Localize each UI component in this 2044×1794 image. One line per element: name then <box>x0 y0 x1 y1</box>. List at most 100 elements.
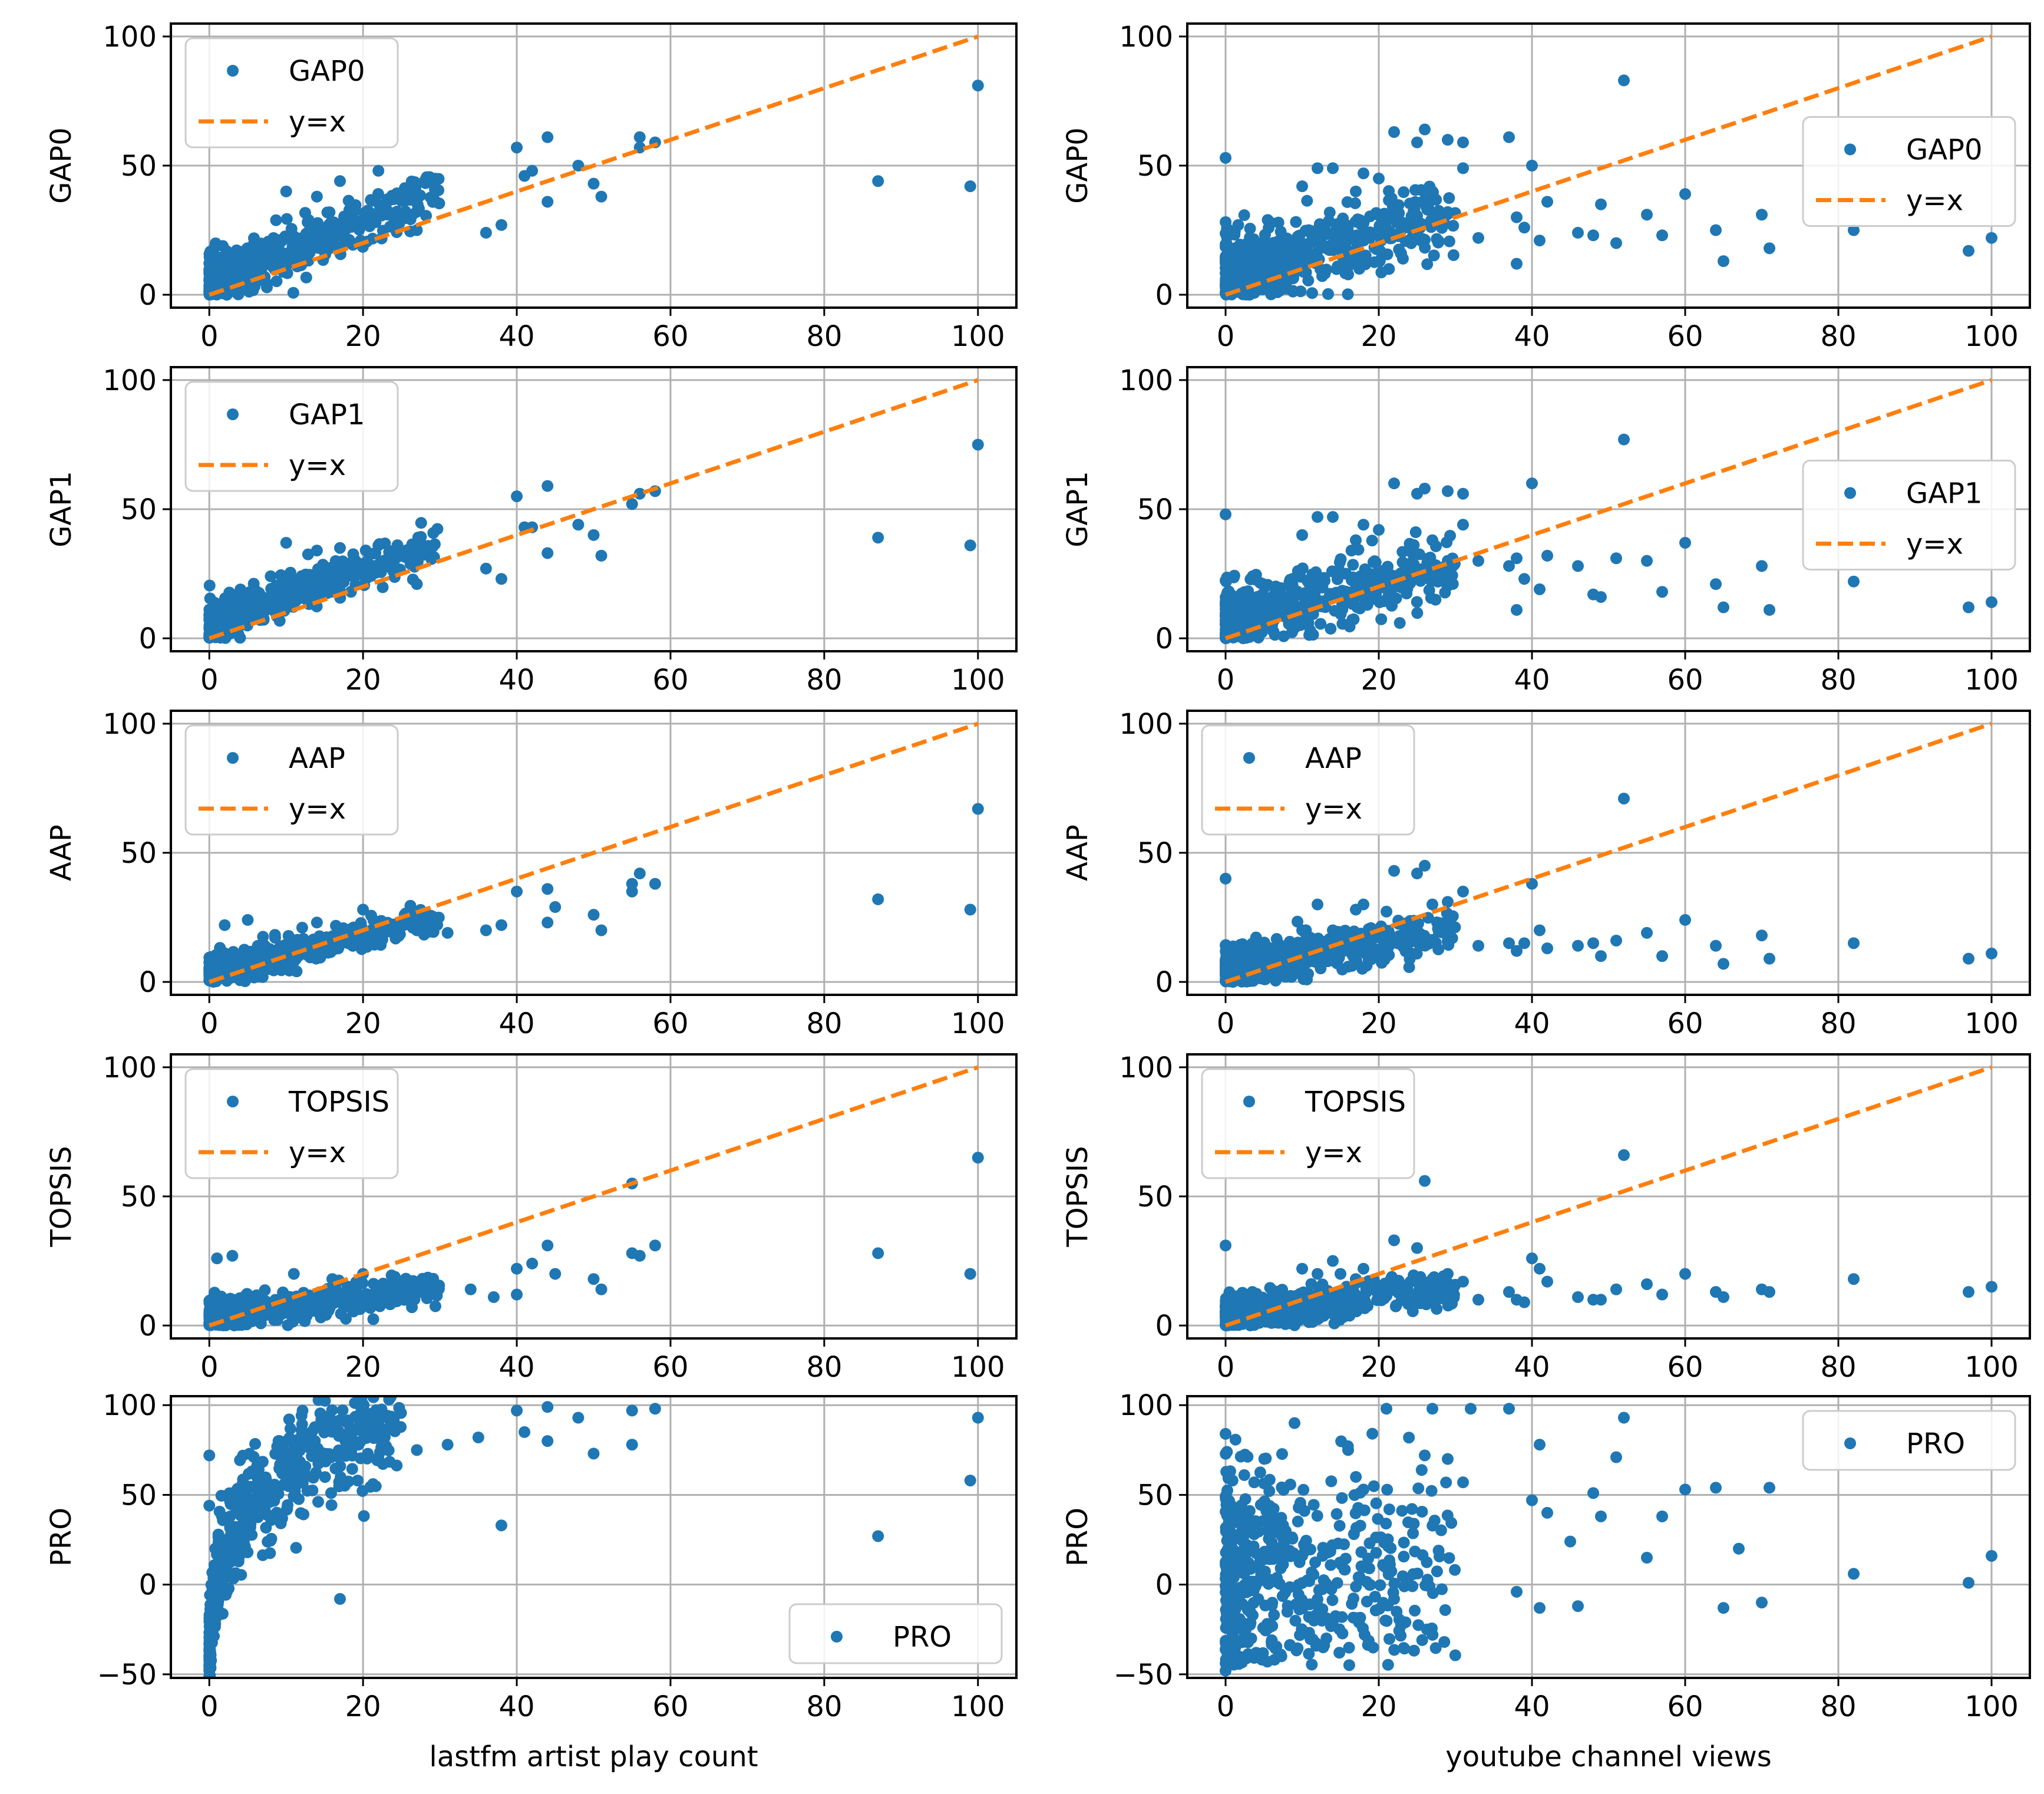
data-point <box>633 868 646 880</box>
data-point <box>1610 237 1622 249</box>
data-point <box>1718 601 1729 614</box>
data-point <box>441 926 454 939</box>
x-tick-label: 60 <box>1667 1007 1703 1040</box>
data-point <box>358 207 371 219</box>
data-point <box>1312 898 1323 911</box>
data-point <box>1764 952 1775 965</box>
data-point <box>541 196 554 208</box>
x-tick-label: 20 <box>345 1007 381 1040</box>
data-point <box>1986 232 1997 244</box>
data-point <box>256 253 269 266</box>
data-point <box>1315 618 1327 630</box>
data-point <box>595 1283 607 1295</box>
data-point <box>1257 236 1270 248</box>
data-point <box>431 523 444 535</box>
x-tick-label: 20 <box>1361 1007 1396 1040</box>
data-point <box>367 1396 379 1403</box>
data-point <box>1373 1281 1385 1293</box>
data-point <box>250 949 262 962</box>
data-point <box>1359 253 1371 266</box>
data-point <box>411 924 423 936</box>
data-point <box>1679 536 1691 549</box>
data-point <box>240 950 253 962</box>
legend-point-marker <box>227 65 239 77</box>
data-point <box>511 1288 523 1301</box>
data-point <box>1526 1252 1538 1265</box>
data-point <box>418 549 430 561</box>
data-point <box>344 220 356 233</box>
data-point <box>372 164 385 177</box>
data-point <box>1373 220 1386 232</box>
data-point <box>1718 255 1729 268</box>
data-point <box>1302 274 1315 286</box>
data-point <box>1411 487 1423 500</box>
data-point <box>319 582 332 595</box>
data-point <box>397 192 410 204</box>
data-point <box>377 581 389 593</box>
data-point <box>1327 924 1339 936</box>
x-tick-label: 20 <box>345 1351 381 1384</box>
x-tick-label: 80 <box>806 664 842 697</box>
data-point <box>1304 931 1316 944</box>
data-point <box>1618 792 1630 804</box>
scatter-points <box>203 1396 984 1678</box>
legend-point-marker <box>1844 487 1856 499</box>
y-tick-label: 100 <box>103 21 157 54</box>
legend-box <box>184 37 399 149</box>
data-point <box>1503 560 1515 572</box>
data-point <box>221 608 233 620</box>
data-point <box>427 540 439 553</box>
data-point <box>1259 260 1272 272</box>
data-point <box>260 281 273 293</box>
x-tick-label: 40 <box>1514 1007 1550 1040</box>
data-point <box>1358 592 1371 605</box>
data-point <box>266 1304 278 1317</box>
data-point <box>391 1459 403 1472</box>
data-point <box>342 569 355 582</box>
data-point <box>1335 219 1346 231</box>
data-point <box>1222 967 1234 979</box>
data-point <box>282 1319 294 1331</box>
series-line-yx <box>209 34 979 297</box>
data-point <box>1419 242 1431 254</box>
data-point <box>1618 74 1630 87</box>
data-point <box>1442 134 1454 146</box>
data-point <box>1346 614 1359 626</box>
data-point <box>290 965 303 978</box>
data-point <box>1396 252 1409 265</box>
y-tick-label: 100 <box>103 1051 157 1084</box>
data-point <box>406 1301 418 1314</box>
data-point <box>342 561 354 573</box>
data-point <box>206 252 218 264</box>
data-point <box>1457 519 1469 531</box>
data-point <box>1352 213 1364 226</box>
data-point <box>1253 1296 1266 1308</box>
data-point <box>353 223 365 236</box>
data-point <box>1718 958 1729 970</box>
data-point <box>226 1249 239 1262</box>
data-point <box>1656 586 1668 598</box>
x-tick-label: 40 <box>499 1351 535 1384</box>
data-point <box>275 1517 287 1529</box>
data-point <box>1306 287 1318 299</box>
data-point <box>1431 1302 1443 1315</box>
data-point <box>1641 555 1653 567</box>
data-point <box>292 573 304 585</box>
x-tick-label: 100 <box>1964 320 2019 353</box>
x-tick-label: 20 <box>345 664 381 697</box>
data-point <box>1595 198 1607 210</box>
data-point <box>1267 236 1280 249</box>
data-point <box>1610 1283 1622 1295</box>
data-point <box>1411 1242 1423 1254</box>
data-point <box>1414 931 1426 944</box>
data-point <box>1220 614 1232 626</box>
legend-point-marker <box>227 1096 239 1107</box>
data-point <box>519 170 531 182</box>
data-point <box>249 1437 262 1450</box>
data-point <box>1322 288 1335 300</box>
data-point <box>1756 560 1768 572</box>
x-tick-label: 40 <box>1514 320 1550 353</box>
data-point <box>262 236 275 248</box>
data-point <box>1364 210 1376 223</box>
